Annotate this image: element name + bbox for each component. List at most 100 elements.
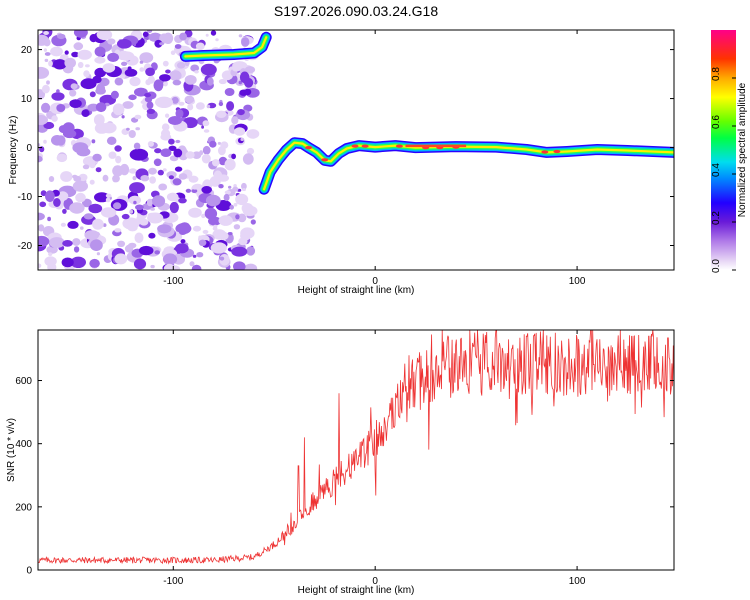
noise-blob [38,143,41,147]
noise-blob [38,115,48,125]
noise-blob [146,101,154,110]
noise-blob [148,167,157,175]
noise-blob [224,158,236,171]
noise-blob [117,240,126,247]
noise-blob [60,171,73,182]
noise-blob [240,227,255,239]
noise-blob [53,198,61,207]
noise-blob [247,247,252,252]
noise-blob [198,239,207,246]
noise-blob [154,39,163,48]
noise-blob [91,139,96,144]
noise-blob [205,33,209,37]
noise-blob [233,202,238,207]
noise-blob [147,212,156,219]
noise-blob [45,190,55,202]
noise-blob [62,208,67,214]
noise-blob [237,109,245,116]
noise-blob [107,52,119,63]
noise-blob [218,101,224,107]
noise-blob [175,109,184,119]
track-hot-spot [553,149,561,154]
spectrogram-ytick-label: 10 [21,94,33,105]
noise-blob [205,194,221,207]
noise-blob [216,110,227,119]
noise-blob [178,173,188,180]
noise-blob [173,148,183,158]
noise-blob [226,101,235,111]
noise-blob [106,136,117,145]
noise-blob [69,202,85,214]
track-upper-core [184,36,268,58]
noise-blob [129,209,134,214]
noise-blob [142,31,149,38]
noise-blob [102,63,116,73]
noise-blob [152,195,166,208]
noise-blob [38,235,50,247]
noise-blob [224,88,235,96]
noise-blob [112,174,120,183]
noise-blob [129,76,141,87]
noise-blob [50,46,63,57]
noise-blob [206,104,211,109]
noise-blob [192,151,202,159]
noise-blob [184,95,195,104]
noise-blob [201,186,212,194]
noise-blob [81,109,90,117]
noise-blob [42,84,50,94]
noise-blob [219,256,225,261]
noise-blob [178,101,185,106]
noise-blob [223,193,230,202]
noise-blob [64,50,69,55]
snr-xtick-label: 0 [372,576,378,587]
noise-blob [190,64,200,72]
noise-blob [57,191,69,201]
snr-xtick-label: -100 [163,576,183,587]
spectrogram-ytick-label: -20 [18,241,33,252]
noise-blob [89,34,98,43]
noise-blob [179,32,188,41]
noise-blob [163,263,175,270]
noise-blob [144,96,153,103]
spectrogram-signal-track [179,31,674,195]
noise-blob [72,174,78,179]
noise-blob [48,252,53,256]
spectrogram-ytick-label: -10 [18,192,33,203]
noise-blob [184,75,197,85]
snr-frame [37,329,675,571]
noise-blob [168,138,175,145]
noise-blob [188,207,202,218]
noise-blob [241,182,247,190]
noise-blob [117,39,132,49]
noise-blob [238,80,242,85]
noise-blob [244,88,252,96]
spectrogram-xtick-label: 100 [569,276,586,287]
noise-blob [128,242,137,249]
noise-blob [221,70,233,81]
noise-blob [189,261,195,267]
noise-blob [119,74,126,79]
colorbar-tick-label: 0.2 [711,211,722,225]
noise-blob [150,264,155,269]
noise-blob [128,94,137,101]
noise-blob [149,176,157,184]
noise-blob [139,67,145,72]
noise-blob [102,174,109,182]
noise-blob [100,207,117,218]
track-hot-band [405,144,467,148]
noise-blob [122,101,134,109]
noise-blob [102,223,107,228]
noise-blob [62,122,75,134]
noise-blob [128,195,141,205]
track-hot-spot [351,144,359,148]
spectrogram-xlabel: Height of straight line (km) [298,285,415,296]
noise-blob [80,78,97,90]
noise-blob [165,69,171,74]
snr-ticks: -100 0 100 0 200 400 600 [15,330,674,587]
noise-blob [179,222,191,232]
noise-blob [198,235,202,240]
noise-blob [160,133,172,141]
noise-blob [227,232,233,236]
